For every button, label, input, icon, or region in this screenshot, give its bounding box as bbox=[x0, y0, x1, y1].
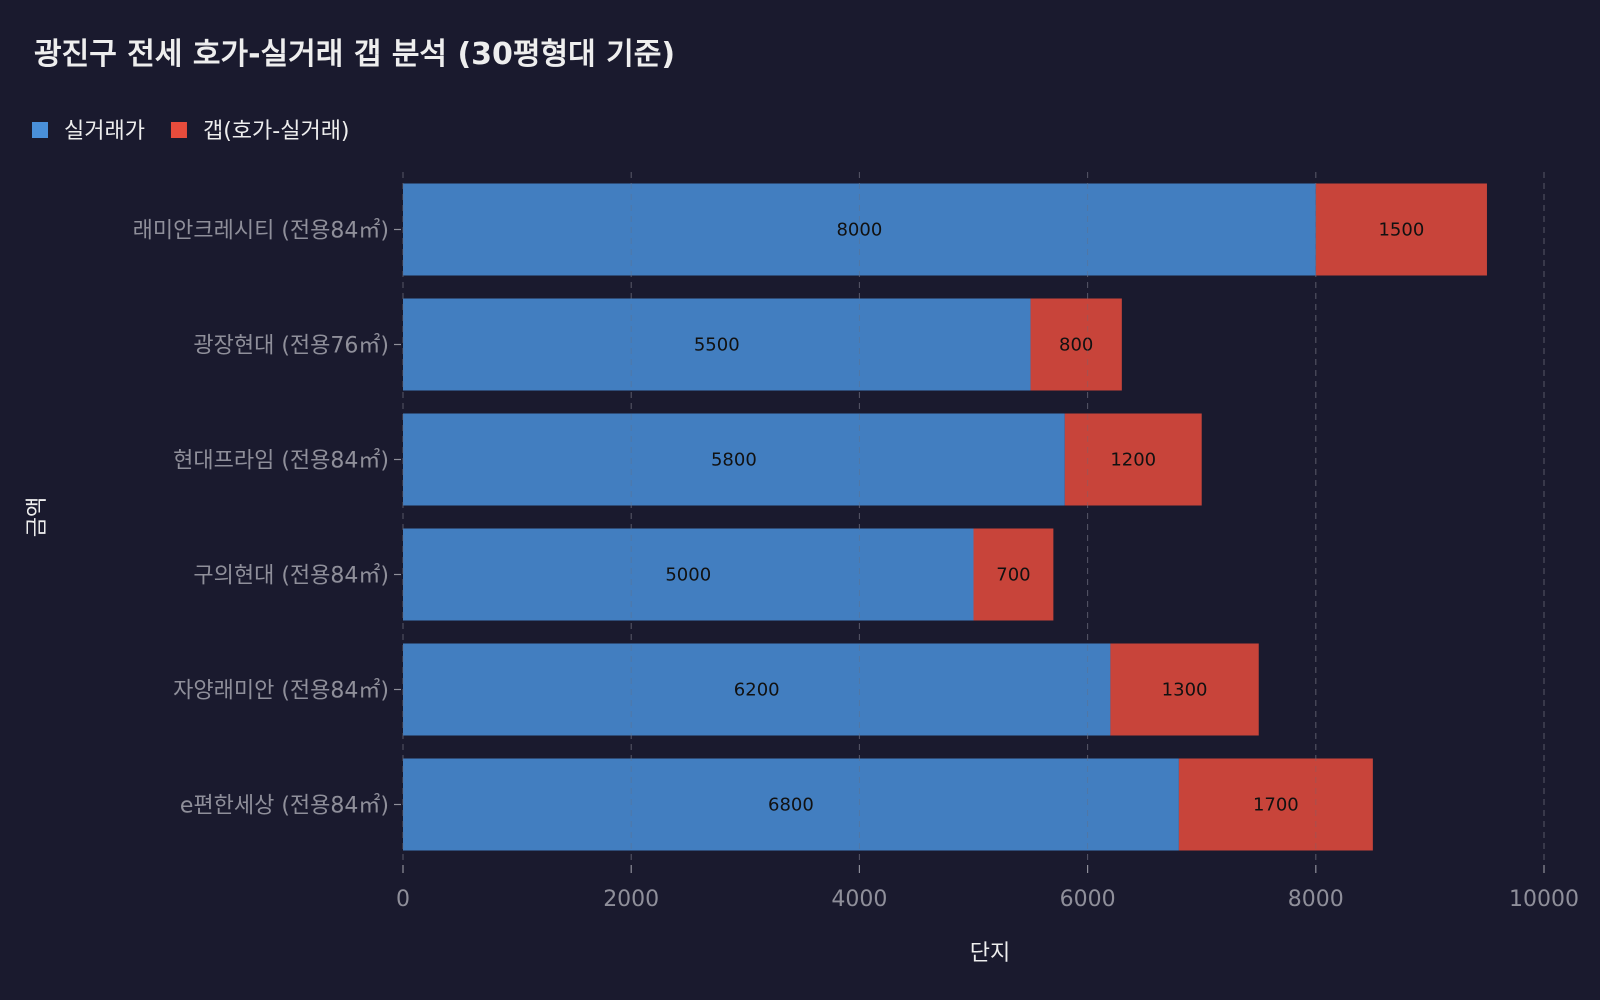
bar-value-label: 5800 bbox=[711, 450, 757, 471]
x-axis: 0 2000 4000 6000 8000 10000 bbox=[396, 865, 1579, 912]
y-tick-label: 래미안크레시티 (전용84㎡) bbox=[133, 218, 389, 244]
bar-value-label: 6800 bbox=[768, 795, 814, 816]
bar-actual bbox=[403, 413, 1065, 506]
legend-label: 실거래가 bbox=[64, 119, 145, 144]
grid bbox=[402, 172, 1545, 862]
x-tick-label: 8000 bbox=[1288, 887, 1344, 912]
y-tick-label: 현대프라임 (전용84㎡) bbox=[173, 448, 389, 474]
legend-swatch bbox=[170, 122, 187, 138]
legend-swatch bbox=[32, 122, 48, 138]
y-tick-label: 구의현대 (전용84㎡) bbox=[193, 563, 389, 589]
y-axis: 래미안크레시티 (전용84㎡) 광장현대 (전용76㎡) 현대프라임 (전용84㎡)… bbox=[133, 218, 401, 819]
bar-value-label: 700 bbox=[996, 565, 1030, 586]
bar-actual bbox=[403, 298, 1031, 391]
x-tick-label: 10000 bbox=[1509, 887, 1579, 912]
x-tick-label: 4000 bbox=[831, 887, 887, 912]
bar-gap bbox=[1064, 413, 1202, 506]
legend-label: 갭(호가-실거래) bbox=[203, 119, 350, 144]
bar-value-label: 6200 bbox=[734, 680, 780, 701]
bar-value-label: 5000 bbox=[665, 565, 711, 586]
bar-value-label: 1500 bbox=[1378, 220, 1424, 241]
y-axis-label: 금액 bbox=[25, 497, 50, 537]
x-tick-label: 0 bbox=[396, 887, 410, 912]
bar-gap bbox=[1110, 643, 1259, 736]
bar-gap bbox=[1178, 758, 1373, 851]
bar-value-label: 800 bbox=[1059, 335, 1093, 356]
bar-gap bbox=[973, 528, 1054, 621]
legend: 실거래가 갭(호가-실거래) bbox=[32, 119, 350, 144]
bar-actual bbox=[403, 643, 1111, 736]
y-tick-label: e편한세상 (전용84㎡) bbox=[180, 793, 389, 819]
chart-title: 광진구 전세 호가-실거래 갭 분석 (30평형대 기준) bbox=[34, 37, 675, 72]
bar-value-label: 5500 bbox=[694, 335, 740, 356]
bar-actual bbox=[403, 758, 1179, 851]
x-tick-label: 6000 bbox=[1060, 887, 1116, 912]
bar-actual bbox=[403, 183, 1316, 276]
bar-value-label: 8000 bbox=[836, 220, 882, 241]
y-tick-label: 광장현대 (전용76㎡) bbox=[193, 333, 389, 359]
bar-gap bbox=[1315, 183, 1487, 276]
bar-gap bbox=[1030, 298, 1122, 391]
bar-value-label: 1200 bbox=[1110, 450, 1156, 471]
x-tick-label: 2000 bbox=[603, 887, 659, 912]
x-axis-label: 단지 bbox=[970, 941, 1010, 966]
bar-value-label: 1300 bbox=[1162, 680, 1208, 701]
y-tick-label: 자양래미안 (전용84㎡) bbox=[173, 678, 389, 704]
bar-value-label: 1700 bbox=[1253, 795, 1299, 816]
bars: 8000 1500 5500 800 5800 1200 5000 700 6200 1300 68… bbox=[403, 183, 1487, 851]
grid-overlay bbox=[402, 172, 1545, 862]
bar-actual bbox=[403, 528, 974, 621]
